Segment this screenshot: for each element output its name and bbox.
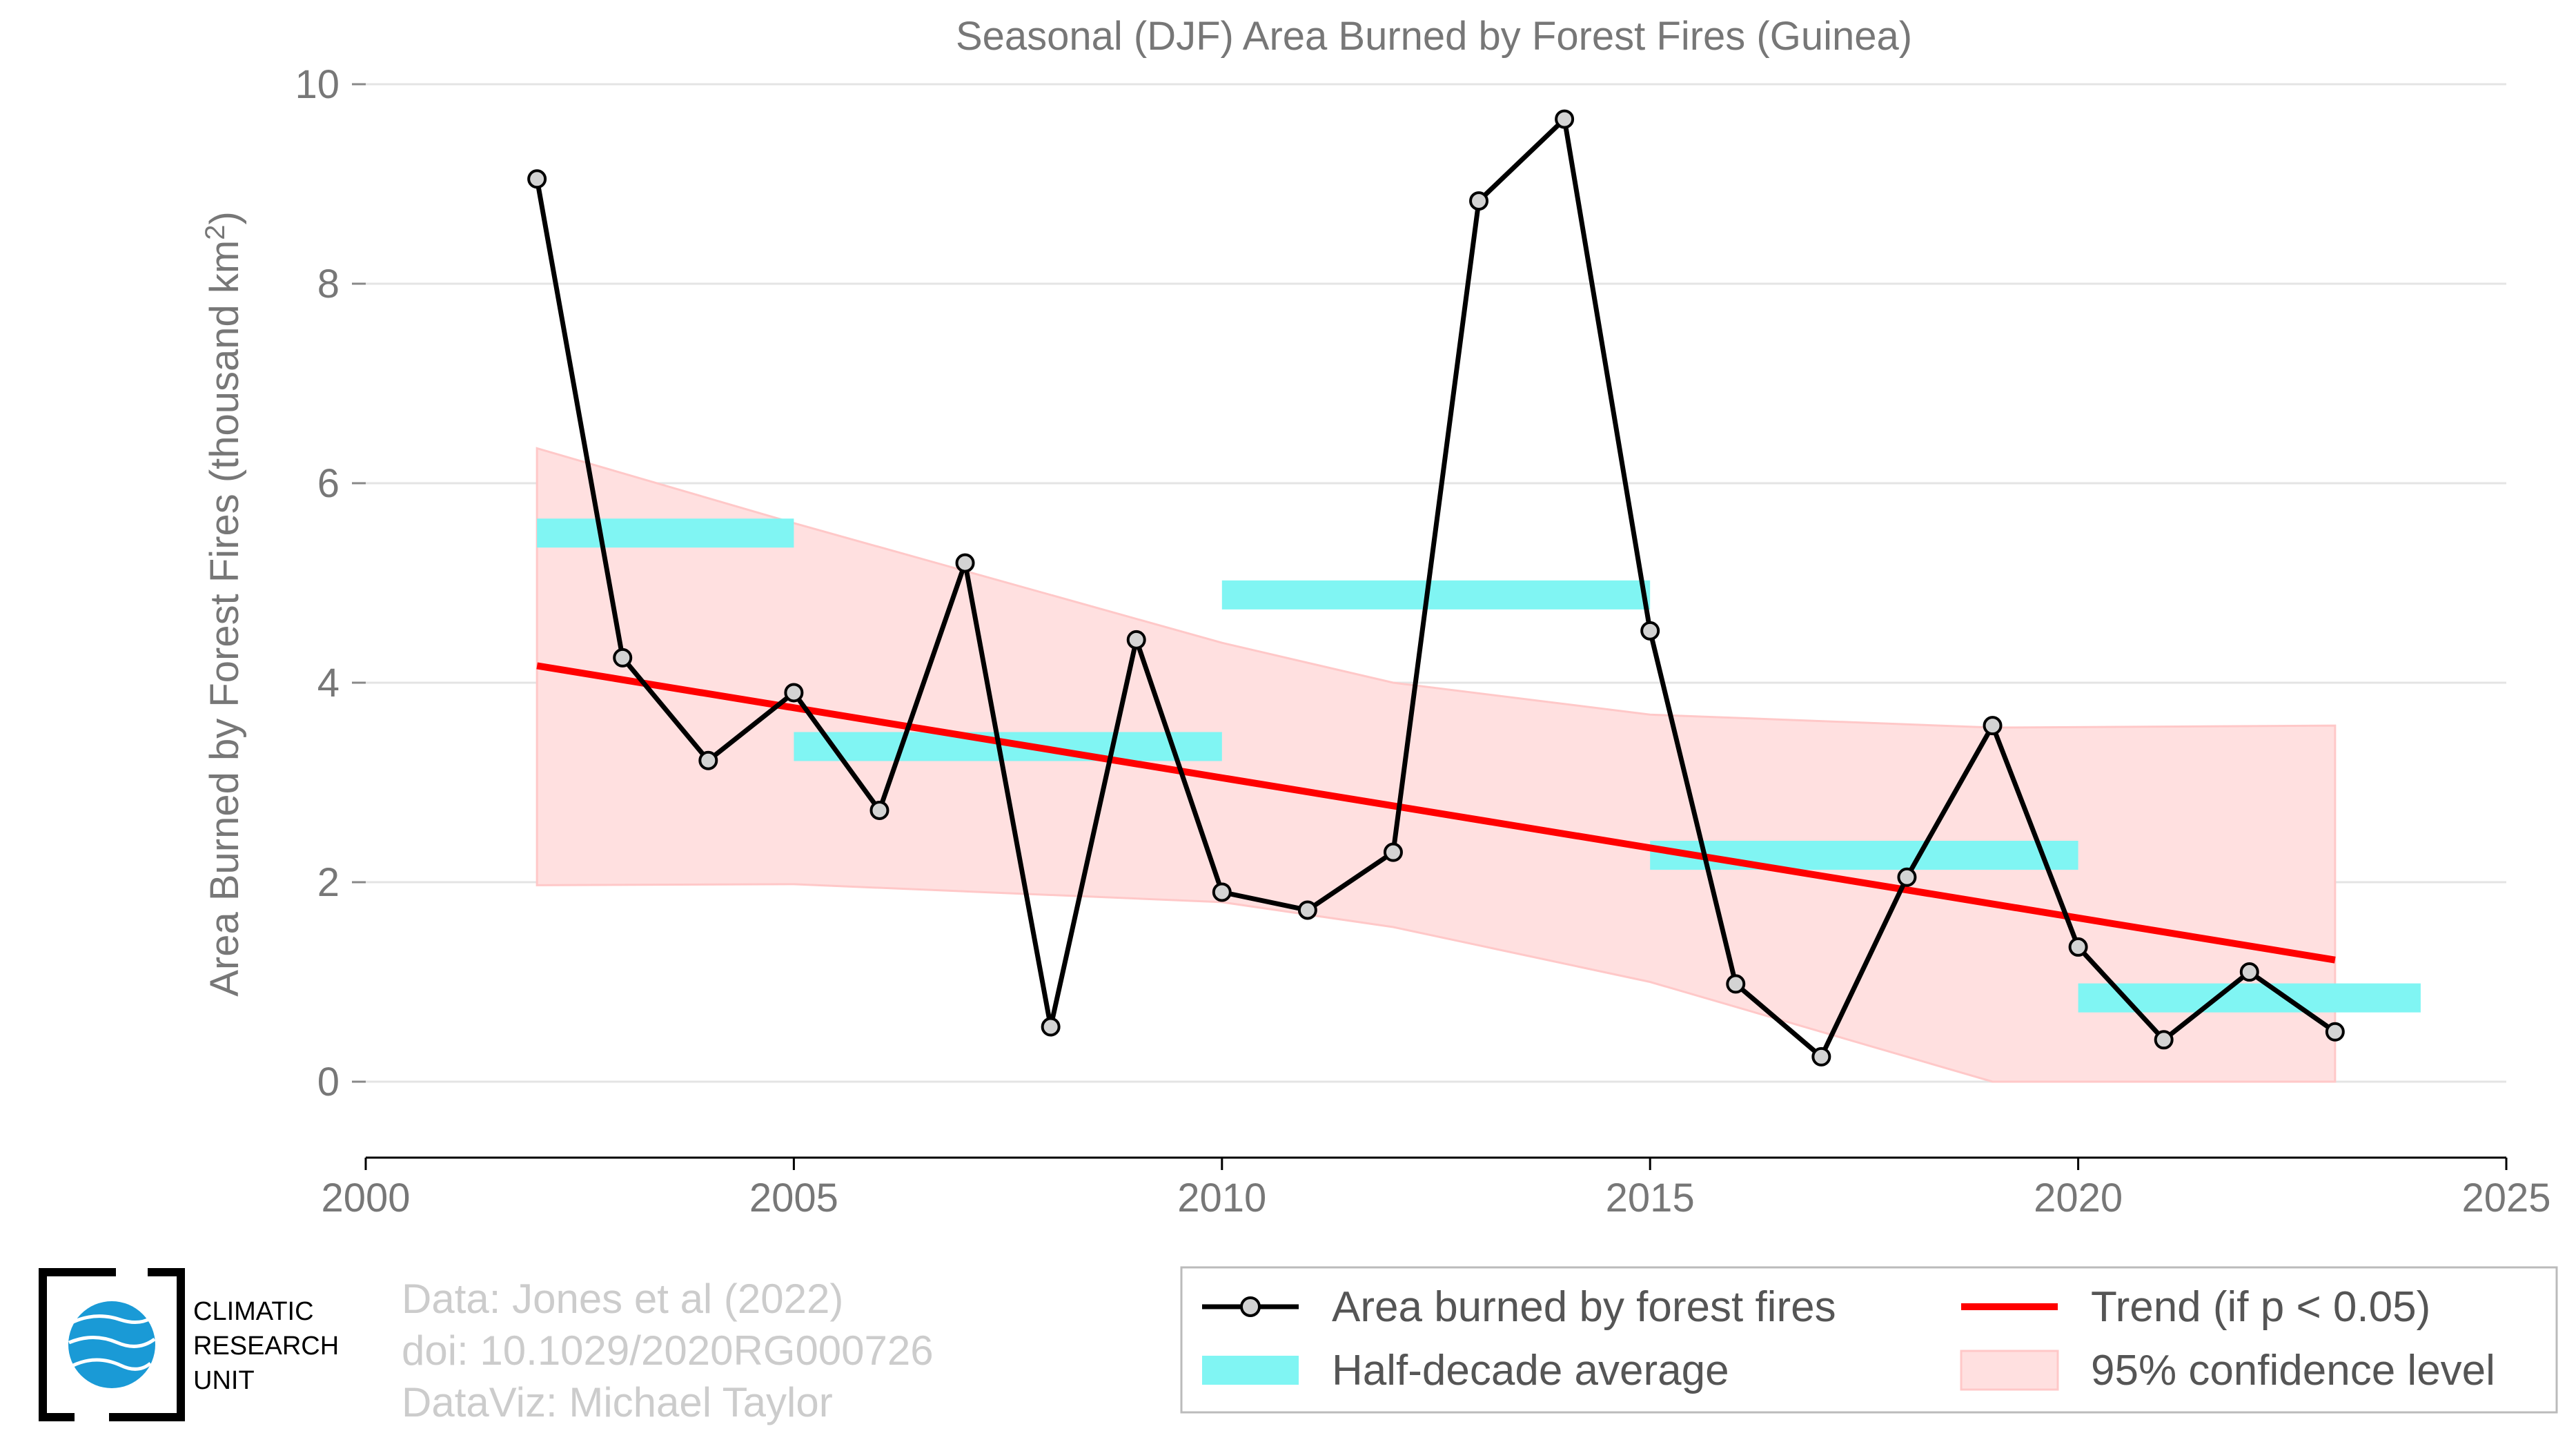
credit-dataviz: DataViz: Michael Taylor — [402, 1379, 833, 1425]
globe-wave-3 — [72, 1358, 152, 1371]
data-point-2023 — [2325, 1022, 2345, 1042]
x-tick-label-2015: 2015 — [1606, 1176, 1695, 1220]
x-tick-label-2000: 2000 — [321, 1176, 410, 1220]
data-point-2003 — [613, 647, 633, 668]
data-point-2022 — [2239, 962, 2259, 982]
y-tick-label-0: 0 — [317, 1060, 340, 1104]
legend-label-confidence: 95% confidence level — [2091, 1347, 2495, 1394]
area-burned-line — [534, 117, 2337, 1060]
y-tick-label-4: 4 — [317, 661, 340, 705]
y-axis-label-superscript: 2 — [200, 225, 230, 240]
globe-wave-2 — [68, 1336, 156, 1348]
x-tick-label-2025: 2025 — [2461, 1176, 2550, 1220]
logo-text-line3: UNIT — [193, 1366, 255, 1395]
y-tick-label-6: 6 — [317, 461, 340, 506]
y-axis-label-close: ) — [202, 211, 247, 224]
trend-line — [536, 662, 2336, 964]
trend-layer — [536, 662, 2336, 964]
logo-bracket-left — [39, 1268, 116, 1421]
legend: Area burned by forest fires Trend (if p … — [1180, 1266, 2558, 1414]
data-point-2010 — [1212, 882, 1232, 902]
legend-swatch-marker — [1240, 1296, 1261, 1317]
data-point-2013 — [1469, 191, 1489, 211]
data-point-2009 — [1126, 630, 1146, 650]
y-tick-label-10: 10 — [295, 62, 340, 107]
cru-logo: CLIMATIC RESEARCH UNIT — [39, 1268, 339, 1421]
logo-text-line2: RESEARCH — [193, 1332, 339, 1361]
globe-wave-1 — [72, 1314, 152, 1324]
y-tick-label-2: 2 — [317, 860, 340, 905]
data-point-2006 — [869, 800, 889, 820]
x-tick-label-2020: 2020 — [2034, 1176, 2123, 1220]
half-decade-bar-4 — [2078, 983, 2421, 1013]
credits: Data: Jones et al (2022) doi: 10.1029/20… — [402, 1276, 934, 1425]
x-tick-label-2010: 2010 — [1177, 1176, 1266, 1220]
legend-swatch-confidence — [1960, 1350, 2059, 1391]
logo-bracket-right — [109, 1268, 185, 1421]
half-decade-bar-3 — [1650, 840, 2078, 870]
legend-label-series: Area burned by forest fires — [1332, 1283, 1836, 1331]
data-point-2018 — [1897, 867, 1917, 887]
data-point-2007 — [955, 553, 975, 573]
credit-data: Data: Jones et al (2022) — [402, 1276, 843, 1322]
data-point-2021 — [2154, 1030, 2174, 1050]
data-point-2014 — [1555, 109, 1575, 129]
logo-text-line1: CLIMATIC — [193, 1297, 314, 1326]
y-axis-label-main: Area Burned by Forest Fires (thousand km — [202, 240, 247, 997]
data-point-2004 — [698, 750, 718, 770]
x-axis: 2000 2005 2010 2015 2020 2025 — [321, 1156, 2551, 1220]
y-axis-label: Area Burned by Forest Fires (thousand km… — [200, 211, 247, 997]
chart-title: Seasonal (DJF) Area Burned by Forest Fir… — [956, 14, 1912, 59]
legend-label-trend: Trend (if p < 0.05) — [2091, 1283, 2430, 1331]
legend-label-average: Half-decade average — [1332, 1347, 1729, 1394]
x-tick-label-2005: 2005 — [749, 1176, 838, 1220]
data-point-2012 — [1383, 842, 1403, 862]
legend-swatch-average — [1202, 1356, 1299, 1385]
half-decade-bar-1 — [794, 732, 1222, 761]
data-point-2017 — [1811, 1046, 1831, 1067]
data-point-2016 — [1726, 974, 1746, 994]
half-decade-bar-2 — [1221, 580, 1651, 610]
data-point-2011 — [1297, 900, 1317, 920]
data-point-2002 — [527, 169, 547, 189]
y-tick-label-8: 8 — [317, 262, 340, 306]
data-point-2008 — [1041, 1017, 1061, 1037]
half-decade-bar-0 — [537, 518, 794, 548]
data-point-2019 — [1983, 716, 2003, 736]
data-point-2020 — [2068, 937, 2088, 957]
data-point-2005 — [784, 683, 804, 703]
legend-box — [1180, 1266, 2558, 1414]
credit-doi: doi: 10.1029/2020RG000726 — [402, 1327, 934, 1374]
area-burned-series-layer — [527, 109, 2345, 1067]
data-point-2015 — [1640, 621, 1660, 641]
